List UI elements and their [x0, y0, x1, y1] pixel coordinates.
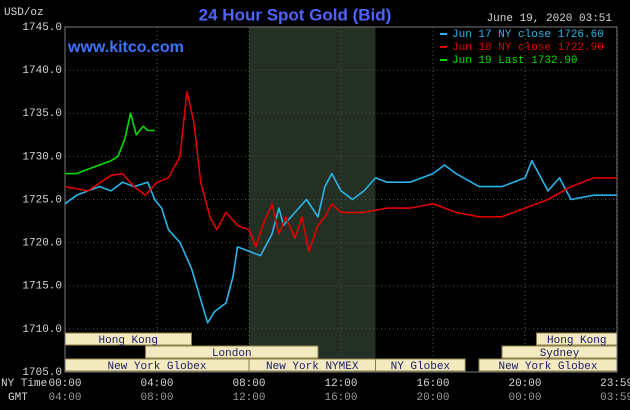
session-label: Hong Kong — [547, 335, 606, 347]
session-box — [145, 345, 319, 359]
plot-frame — [64, 26, 618, 373]
session-label: New York Globex — [498, 361, 597, 373]
x2-tick-label: 20:00 — [416, 392, 449, 404]
session-label: London — [212, 348, 252, 360]
timestamp: June 19, 2020 03:51 — [487, 13, 613, 25]
x2-tick-label: 12:00 — [232, 392, 265, 404]
session-label: Hong Kong — [99, 335, 158, 347]
session-box — [375, 358, 466, 372]
y-tick-label: 1745.0 — [22, 22, 62, 34]
chart-title: 24 Hour Spot Gold (Bid) — [199, 5, 392, 24]
x-tick-label: 04:00 — [140, 378, 173, 390]
x-tick-label: 00:00 — [48, 378, 81, 390]
session-label: Sydney — [540, 348, 580, 360]
y-axis-label: USD/oz — [4, 7, 44, 19]
x-tick-label: 20:00 — [508, 378, 541, 390]
series-line — [65, 112, 155, 175]
series-line — [64, 159, 617, 324]
y-tick-label: 1740.0 — [22, 65, 62, 77]
x2-tick-label: 16:00 — [324, 392, 357, 404]
y-tick-label: 1720.0 — [22, 238, 62, 250]
x-tick-label: 08:00 — [232, 378, 265, 390]
y-tick-label: 1735.0 — [22, 108, 62, 120]
session-label: New York NYMEX — [266, 361, 359, 373]
x2-tick-label: 04:00 — [48, 392, 81, 404]
y-tick-label: 1715.0 — [22, 281, 62, 293]
x-tick-label: 16:00 — [416, 378, 449, 390]
y-tick-label: 1705.0 — [22, 367, 62, 379]
site-url: www.kitco.com — [67, 39, 184, 56]
session-label: New York Globex — [107, 361, 206, 373]
session-label: NY Globex — [391, 361, 451, 373]
legend-entry: Jun 19 Last 1732.90 — [452, 55, 577, 67]
x2-tick-label: 08:00 — [140, 392, 173, 404]
x-row-label: GMT — [8, 392, 28, 404]
y-tick-label: 1725.0 — [22, 194, 62, 206]
x2-tick-label: 03:59 — [600, 392, 630, 404]
legend-entry: Jun 17 NY close 1726.60 — [452, 29, 604, 41]
x-row-label: NY Time — [1, 378, 47, 390]
y-tick-label: 1730.0 — [22, 151, 62, 163]
shaded-region — [249, 27, 376, 372]
series-line — [64, 90, 617, 253]
legend-entry: Jun 18 NY close 1722.90 — [452, 42, 604, 54]
x-tick-label: 12:00 — [324, 378, 357, 390]
y-tick-label: 1710.0 — [22, 324, 62, 336]
x2-tick-label: 00:00 — [508, 392, 541, 404]
x-tick-label: 23:59 — [600, 378, 630, 390]
